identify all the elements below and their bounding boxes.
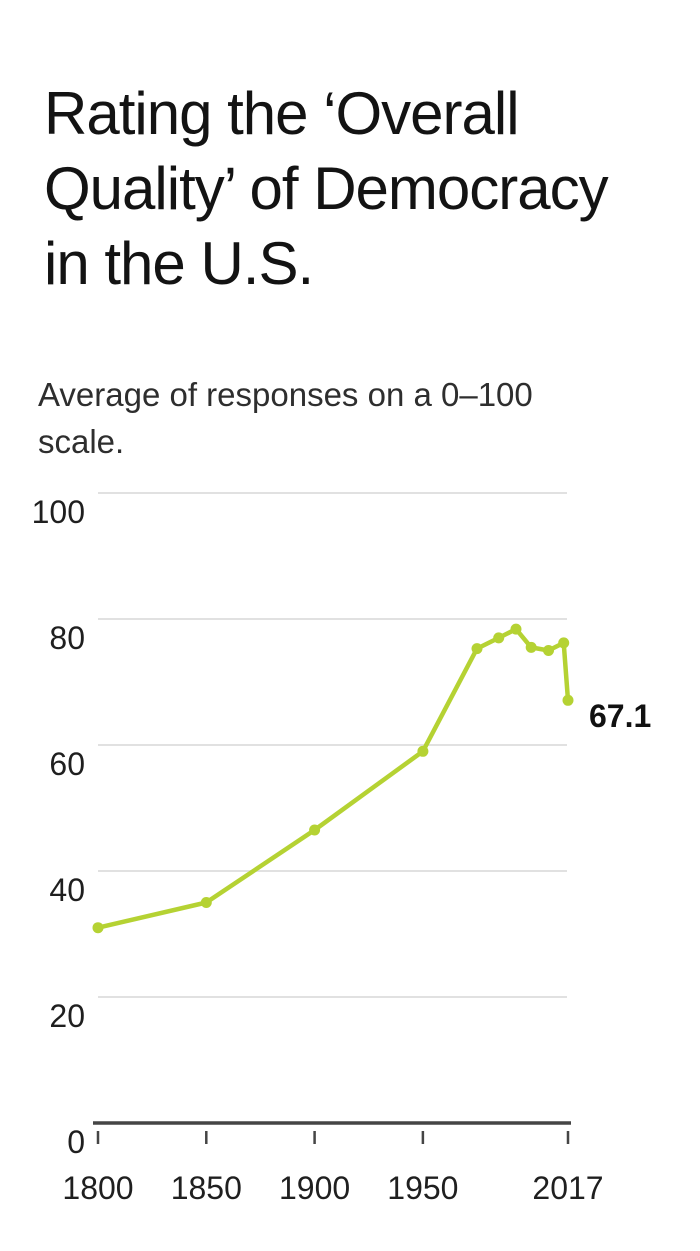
data-point-1993 (510, 623, 522, 635)
y-tick-label-40: 40 (49, 872, 85, 908)
x-tick-label-1800: 1800 (62, 1170, 133, 1206)
y-tick-label-0: 0 (67, 1124, 85, 1160)
data-point-2015 (558, 637, 570, 649)
x-tick-label-2017: 2017 (532, 1170, 603, 1206)
y-tick-label-20: 20 (49, 998, 85, 1034)
end-value-label: 67.1 (589, 698, 652, 734)
data-point-2000 (525, 641, 537, 653)
x-tick-label-1950: 1950 (387, 1170, 458, 1206)
y-tick-label-80: 80 (49, 620, 85, 656)
x-tick-label-1850: 1850 (171, 1170, 242, 1206)
data-point-1975 (471, 643, 483, 655)
y-tick-label-100: 100 (32, 494, 85, 530)
data-point-1950 (417, 745, 429, 757)
data-point-2008 (543, 645, 554, 656)
data-point-1800 (92, 922, 104, 934)
title-line-1: Rating the ‘Overall (44, 80, 520, 148)
title-line-3: in the U.S. (44, 230, 314, 298)
title-line-2: Quality’ of Democracy (44, 155, 609, 223)
chart-subtitle: Average of responses on a 0–100 scale. (38, 371, 638, 465)
data-point-2017 (562, 694, 574, 706)
subtitle-line-2: scale. (38, 423, 125, 460)
y-tick-label-60: 60 (49, 746, 85, 782)
subtitle-line-1: Average of responses on a 0–100 (38, 376, 533, 413)
page-title: Rating the ‘Overall Quality’ of Democrac… (44, 76, 694, 301)
data-point-1850 (200, 897, 212, 908)
x-tick-label-1900: 1900 (279, 1170, 350, 1206)
data-point-1985 (493, 632, 505, 644)
series-line (95, 626, 571, 930)
data-point-1900 (309, 824, 321, 836)
